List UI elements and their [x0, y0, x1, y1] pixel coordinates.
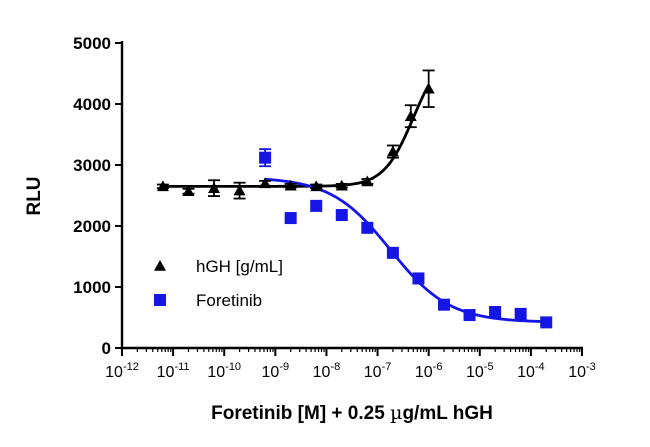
data-point-square — [361, 221, 374, 234]
y-tick-label: 2000 — [73, 217, 111, 236]
x-tick-label: 10-11 — [157, 361, 190, 381]
data-point-square — [540, 316, 553, 329]
data-point-square — [514, 307, 527, 320]
data-point-square — [335, 209, 348, 222]
data-point-square — [463, 309, 476, 322]
data-point-square — [259, 151, 272, 164]
x-tick-label: 10-12 — [105, 361, 139, 381]
data-point-triangle — [422, 82, 435, 94]
data-point-square — [310, 199, 323, 212]
data-point-triangle — [284, 179, 297, 191]
x-tick-label: 10-5 — [466, 361, 494, 381]
y-tick-label: 3000 — [73, 156, 111, 175]
x-tick-label: 10-9 — [262, 361, 290, 381]
x-tick-label: 10-8 — [313, 361, 341, 381]
x-tick-label: 10-7 — [364, 361, 392, 381]
y-axis-label: RLU — [24, 176, 45, 215]
data-point-triangle — [404, 110, 417, 121]
x-tick-label: 10-4 — [517, 361, 545, 381]
axes: 0 1000 2000 3000 4000 5000 10-12 10-11 10-10 10-9… — [73, 34, 596, 381]
legend-marker-hgh — [154, 260, 166, 271]
y-tick-label: 5000 — [73, 34, 111, 53]
data-point-triangle — [310, 180, 323, 192]
x-axis-label-unit: g/mL hGH — [402, 403, 492, 424]
legend: hGH [g/mL] Foretinib — [154, 257, 283, 310]
data-point-triangle — [208, 182, 220, 193]
fit-curves — [162, 84, 547, 324]
data-point-triangle — [335, 179, 348, 191]
legend-label-hgh: hGH [g/mL] — [196, 257, 283, 276]
y-tick-label: 4000 — [73, 95, 111, 114]
fit-curve-0 — [162, 84, 430, 188]
data-point-triangle — [156, 180, 169, 192]
data-points — [156, 69, 553, 329]
data-point-triangle — [259, 177, 272, 189]
y-tick-label: 1000 — [73, 278, 111, 297]
x-tick-label: 10-3 — [568, 361, 596, 381]
legend-marker-foretinib — [154, 294, 166, 306]
y-tick-label: 0 — [102, 339, 111, 358]
x-axis-label-mu: µ — [390, 402, 402, 424]
data-point-triangle — [361, 175, 374, 187]
data-point-square — [386, 246, 399, 259]
fit-curve-1 — [265, 177, 547, 324]
x-axis-label-main: Foretinib [M] + 0.25 — [211, 403, 390, 424]
x-tick-label: 10-6 — [415, 361, 443, 381]
data-point-square — [489, 306, 502, 319]
data-point-square — [438, 298, 450, 311]
x-axis-label: Foretinib [M] + 0.25 µg/mL hGH — [211, 402, 493, 424]
x-tick-label: 10-10 — [207, 361, 241, 381]
data-point-triangle — [233, 184, 246, 196]
data-point-square — [284, 212, 297, 225]
data-point-triangle — [182, 185, 195, 197]
legend-label-foretinib: Foretinib — [196, 291, 262, 310]
data-point-square — [412, 272, 425, 285]
data-point-triangle — [386, 145, 399, 157]
